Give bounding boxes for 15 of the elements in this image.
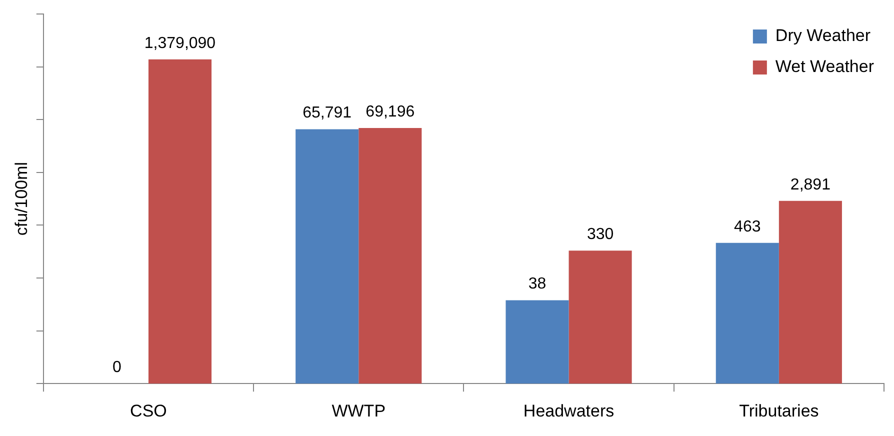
x-tick-label: WWTP (332, 401, 386, 420)
legend-label: Wet Weather (775, 57, 874, 76)
y-axis-title: cfu/100ml (12, 162, 31, 236)
text: 0 (112, 359, 122, 376)
data-label: 69,196 (366, 103, 415, 120)
data-label: 2,891 (790, 176, 831, 194)
legend-label: Dry Weather (775, 26, 871, 46)
x-tick-label: Tributaries (739, 401, 819, 420)
x-tick-label: CSO (130, 401, 167, 420)
data-label: 65,791 (302, 104, 352, 122)
data-label: 1,379,090 (144, 34, 216, 52)
x-tick-label: Headwaters (523, 401, 614, 420)
data-label: 330 (586, 226, 614, 244)
data-label: 38 (528, 276, 546, 293)
data-label: 463 (734, 218, 761, 236)
